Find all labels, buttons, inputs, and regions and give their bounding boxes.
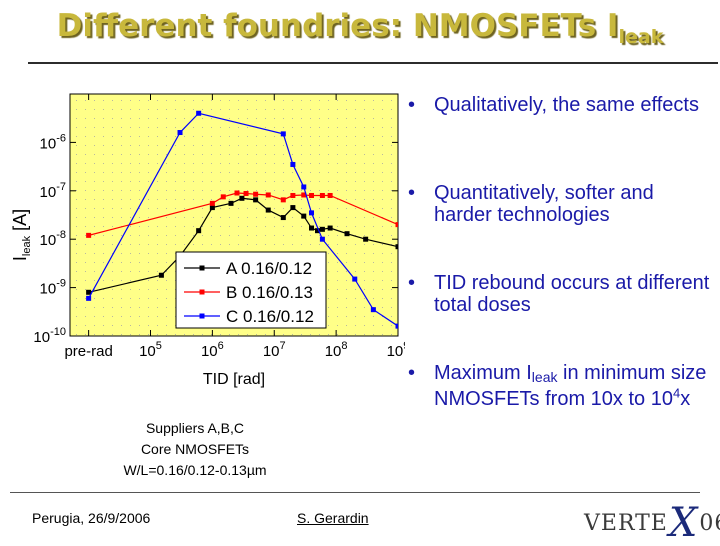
bullet-3: • TID rebound occurs at different total … (408, 272, 713, 316)
slide-title: Different foundries: NMOSFETs Ileak (0, 8, 720, 48)
logo-x: X (668, 500, 699, 546)
footer-location-date: Perugia, 26/9/2006 (32, 510, 151, 526)
data-point (196, 228, 202, 234)
data-point (177, 130, 183, 136)
note-line-1: Suppliers A,B,C (145, 420, 245, 436)
data-point (352, 276, 358, 282)
data-point (220, 194, 226, 200)
title-main: Different foundries: NMOSFETs I (56, 8, 619, 44)
note-line-2: Core NMOSFETs (140, 441, 250, 457)
data-point (319, 226, 325, 232)
data-point (158, 272, 164, 278)
data-point (228, 200, 234, 206)
footer-rule (10, 492, 700, 493)
bullet-dot: • (408, 182, 416, 204)
data-point (301, 184, 307, 190)
data-point (86, 295, 92, 301)
y-tick-label: 10-9 (40, 278, 66, 298)
bullet-4-subscript: leak (531, 369, 558, 385)
bullet-dot: • (408, 94, 416, 116)
bullet-2: • Quantitatively, softer and harder tech… (408, 182, 713, 226)
data-point (253, 197, 259, 203)
data-point (319, 236, 325, 242)
data-point (280, 131, 286, 137)
legend-label: A 0.16/0.12 (226, 259, 312, 278)
data-point (309, 192, 315, 198)
data-point (395, 222, 398, 228)
y-axis-title: Ileak [A] (10, 209, 33, 261)
x-tick-label: pre-rad (64, 343, 112, 360)
data-point (395, 244, 398, 250)
vertex-logo: VERTEX06 (584, 500, 720, 546)
x-tick-label: 105 (139, 340, 162, 360)
bullet-4: • Maximum Ileak in minimum size NMOSFETs… (408, 362, 713, 410)
leakage-chart: pre-rad 105 106 107 108 109 10-10 10-9 10-8 10-7 1… (10, 93, 405, 388)
x-tick-label: 106 (201, 340, 224, 360)
title-rule (28, 62, 718, 64)
y-tick-label: 10-8 (40, 229, 66, 249)
data-point (265, 207, 271, 213)
series-3 (86, 110, 398, 329)
footer-author: S. Gerardin (297, 510, 369, 526)
bullet-4-part-b: in minimum size NMOSFETs from 10x to 10 (434, 362, 707, 410)
data-point (280, 197, 286, 203)
series-1 (86, 195, 398, 295)
logo-left: VERTE (584, 511, 668, 536)
data-point (290, 161, 296, 167)
data-point (301, 192, 307, 198)
data-point (327, 192, 333, 198)
data-point (253, 191, 259, 197)
bullet-dot: • (408, 362, 416, 384)
data-point (290, 192, 296, 198)
data-point (86, 289, 92, 295)
y-tick-label: 10-10 (33, 326, 66, 346)
legend-label: C 0.16/0.12 (226, 307, 314, 326)
data-point (370, 307, 376, 313)
x-tick-label: 109 (387, 340, 405, 360)
data-point (309, 225, 315, 231)
data-point (234, 190, 240, 196)
data-point (290, 205, 296, 211)
data-point (301, 213, 307, 219)
data-point (280, 215, 286, 221)
legend-marker (199, 289, 205, 295)
supplier-note: Suppliers A,B,C Core NMOSFETs W/L=0.16/0… (90, 418, 300, 481)
data-point (395, 323, 398, 329)
y-tick-label: 10-7 (40, 181, 66, 201)
data-point (209, 200, 215, 206)
data-point (209, 205, 215, 211)
data-point (344, 231, 350, 237)
bullet-4-superscript: 4 (672, 385, 681, 401)
legend-marker (199, 265, 205, 271)
bullet-4-part-a: Maximum I (434, 362, 532, 384)
bullet-1-text: Qualitatively, the same effects (434, 94, 699, 116)
data-point (265, 192, 271, 198)
x-tick-label: 108 (325, 340, 348, 360)
data-point (196, 110, 202, 116)
data-point (243, 190, 249, 196)
series-2 (86, 190, 398, 238)
data-point (314, 228, 320, 234)
legend-marker (199, 313, 205, 319)
data-point (319, 192, 325, 198)
x-tick-label: 107 (263, 340, 286, 360)
data-point (239, 195, 245, 201)
legend-label: B 0.16/0.13 (226, 283, 313, 302)
title-subscript: leak (618, 26, 664, 48)
data-point (86, 232, 92, 238)
bullet-4-part-c: x (680, 388, 691, 410)
y-tick-label: 10-6 (40, 132, 66, 152)
bullet-4-text: Maximum Ileak in minimum size NMOSFETs f… (434, 362, 713, 410)
logo-right: 06 (699, 511, 720, 536)
bullet-3-text: TID rebound occurs at different total do… (434, 272, 710, 316)
data-point (327, 225, 333, 231)
note-line-3: W/L=0.16/0.12-0.13µm (123, 462, 267, 478)
bullet-1: • Qualitatively, the same effects (408, 94, 713, 116)
data-point (309, 210, 315, 216)
bullet-2-text: Quantitatively, softer and harder techno… (434, 182, 654, 226)
x-axis-title: TID [rad] (203, 371, 265, 388)
bullet-dot: • (408, 272, 416, 294)
data-point (363, 236, 369, 242)
